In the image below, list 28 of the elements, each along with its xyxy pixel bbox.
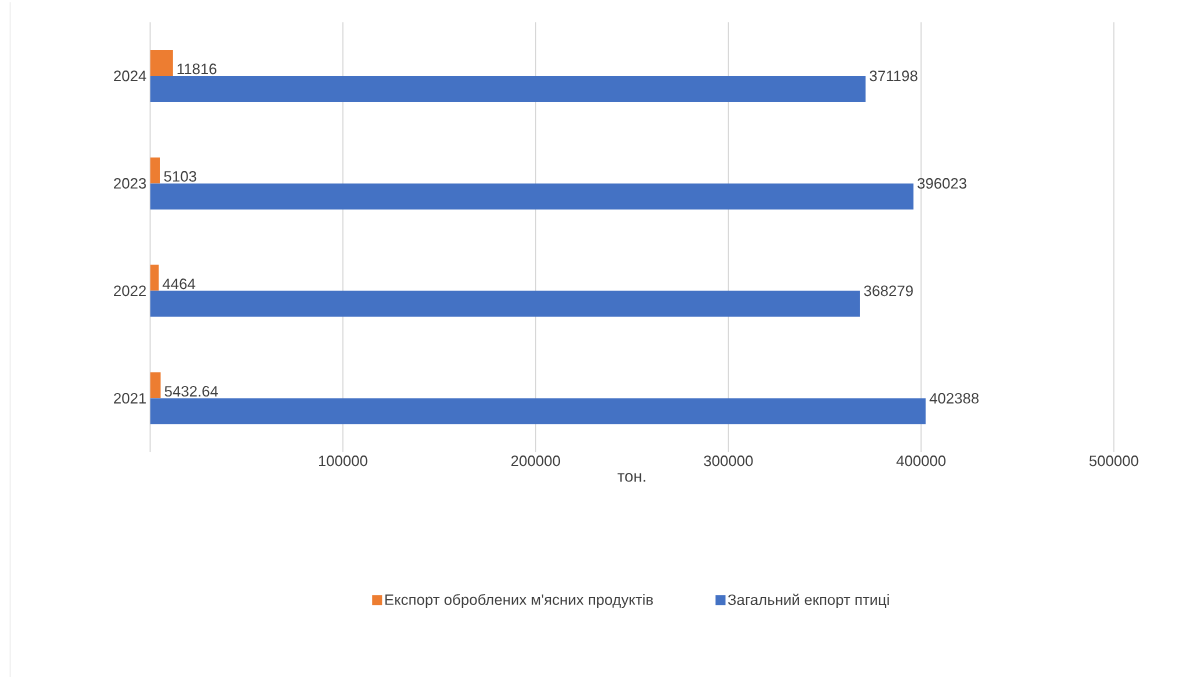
x-tick-label: 500000	[1089, 455, 1139, 467]
data-label: 371198	[869, 70, 918, 82]
data-label: 402388	[929, 392, 979, 404]
bar	[150, 264, 159, 291]
data-label: 11816	[177, 63, 217, 75]
x-tick-label: 300000	[703, 455, 753, 467]
data-label: 5432.64	[164, 385, 218, 397]
bar	[150, 183, 914, 210]
data-label: 396023	[917, 178, 967, 189]
x-tick-label: 200000	[511, 455, 561, 467]
bar	[150, 398, 926, 425]
data-label: 5103	[164, 171, 197, 182]
data-label: 368279	[864, 285, 913, 297]
legend-label: Загальний екпорт птиці	[727, 593, 889, 608]
bar	[150, 49, 173, 76]
x-axis-title: тон.	[617, 472, 646, 482]
x-tick-label: 100000	[319, 455, 368, 467]
y-tick-label: 2024	[114, 70, 147, 82]
legend-label: Експорт оброблених м'ясних продуктів	[385, 593, 653, 608]
y-tick-label: 2022	[114, 285, 146, 297]
bar	[150, 290, 860, 317]
y-tick-label: 2021	[114, 392, 146, 404]
x-tick-label: 400000	[896, 455, 946, 467]
bar	[150, 157, 160, 184]
bar	[150, 372, 161, 399]
data-label: 4464	[162, 278, 196, 290]
bar	[150, 75, 866, 102]
y-tick-label: 2023	[114, 178, 146, 189]
